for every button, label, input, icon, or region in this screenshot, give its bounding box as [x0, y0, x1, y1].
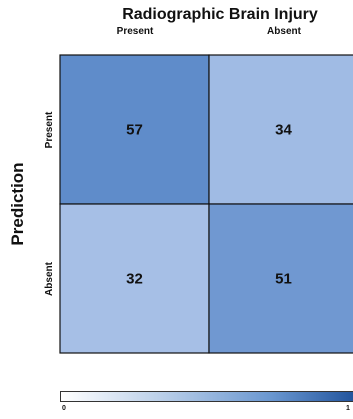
matrix-cell-present-present — [59, 54, 210, 205]
matrix-cell-value: 57 — [126, 122, 143, 139]
column-label-present: Present — [116, 26, 154, 37]
matrix-cell-present-absent — [208, 54, 353, 205]
matrix-cell-value: 32 — [126, 271, 143, 288]
chart-title: Radiographic Brain Injury — [122, 6, 318, 23]
matrix-cell-absent-absent — [208, 203, 353, 354]
matrix-cell-absent-present — [59, 203, 210, 354]
colorbar-max-label: 1 — [346, 405, 350, 412]
colorbar-min-label: 0 — [62, 405, 66, 412]
column-label-absent: Absent — [267, 26, 301, 37]
matrix-cell-value: 34 — [275, 122, 292, 139]
matrix-cell-value: 51 — [275, 271, 292, 288]
colorbar — [60, 391, 353, 402]
